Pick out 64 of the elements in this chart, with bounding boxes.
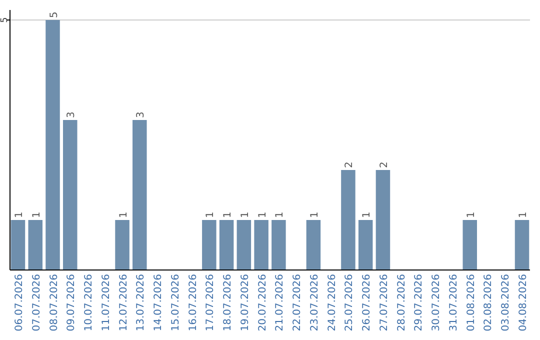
x-tick-label: 23.07.2026	[309, 274, 320, 332]
data-label: 1	[274, 212, 286, 218]
bar	[254, 220, 268, 270]
x-tick-label: 30.07.2026	[431, 274, 442, 332]
bar	[341, 170, 356, 270]
data-label: 3	[66, 112, 78, 118]
x-tick-label: 17.07.2026	[205, 274, 216, 332]
bar	[236, 220, 252, 270]
x-tick-label: 16.07.2026	[188, 274, 199, 332]
data-label: 1	[362, 212, 373, 218]
data-label: 2	[344, 162, 356, 168]
data-label: 1	[205, 212, 216, 218]
bar	[46, 20, 60, 270]
x-tick-label: 09.07.2026	[66, 274, 78, 332]
data-label: 1	[257, 212, 268, 218]
bar	[514, 220, 530, 270]
bar	[358, 220, 373, 270]
data-label: 1	[222, 212, 234, 218]
x-tick-label: 03.08.2026	[500, 274, 512, 332]
x-tick-label: 10.07.2026	[84, 274, 95, 332]
data-label: 2	[378, 162, 390, 168]
bar	[10, 220, 26, 270]
data-label: 1	[240, 212, 251, 218]
x-tick-label: 26.07.2026	[362, 274, 373, 332]
bar	[28, 220, 42, 270]
x-tick-label: 01.08.2026	[466, 274, 477, 332]
bar	[202, 220, 216, 270]
x-tick-label: 11.07.2026	[100, 274, 112, 332]
x-tick-label: 08.07.2026	[48, 274, 60, 332]
x-tick-label: 12.07.2026	[118, 274, 130, 332]
x-tick-label: 24.07.2026	[326, 274, 338, 332]
bar	[306, 220, 321, 270]
x-tick-label: 31.07.2026	[448, 274, 460, 332]
bar	[63, 120, 78, 270]
x-tick-label: 07.07.2026	[31, 274, 42, 332]
x-tick-label: 18.07.2026	[222, 274, 234, 332]
x-tick-label: 13.07.2026	[136, 274, 147, 332]
data-label: 1	[31, 212, 42, 218]
x-tick-label: 22.07.2026	[292, 274, 304, 332]
data-label: 1	[118, 212, 130, 218]
bar	[376, 170, 390, 270]
x-tick-label: 15.07.2026	[170, 274, 182, 332]
x-tick-label: 04.08.2026	[518, 274, 530, 332]
x-tick-label: 02.08.2026	[483, 274, 494, 332]
x-tick-label: 27.07.2026	[378, 274, 390, 332]
data-label: 1	[518, 212, 530, 218]
bar	[219, 220, 234, 270]
data-label: 3	[136, 112, 147, 118]
x-tick-label: 06.07.2026	[14, 274, 25, 332]
x-tick-label: 25.07.2026	[344, 274, 356, 332]
x-tick-label: 28.07.2026	[396, 274, 408, 332]
data-label: 5	[48, 12, 60, 18]
data-label: 1	[309, 212, 320, 218]
bar	[115, 220, 130, 270]
bar	[272, 220, 286, 270]
data-label: 1	[466, 212, 477, 218]
bar	[462, 220, 477, 270]
x-tick-label: 21.07.2026	[274, 274, 286, 332]
x-tick-label: 19.07.2026	[240, 274, 251, 332]
x-tick-label: 29.07.2026	[414, 274, 425, 332]
x-tick-label: 20.07.2026	[257, 274, 268, 332]
data-label: 1	[14, 212, 25, 218]
bar	[132, 120, 147, 270]
x-tick-label: 14.07.2026	[153, 274, 164, 332]
